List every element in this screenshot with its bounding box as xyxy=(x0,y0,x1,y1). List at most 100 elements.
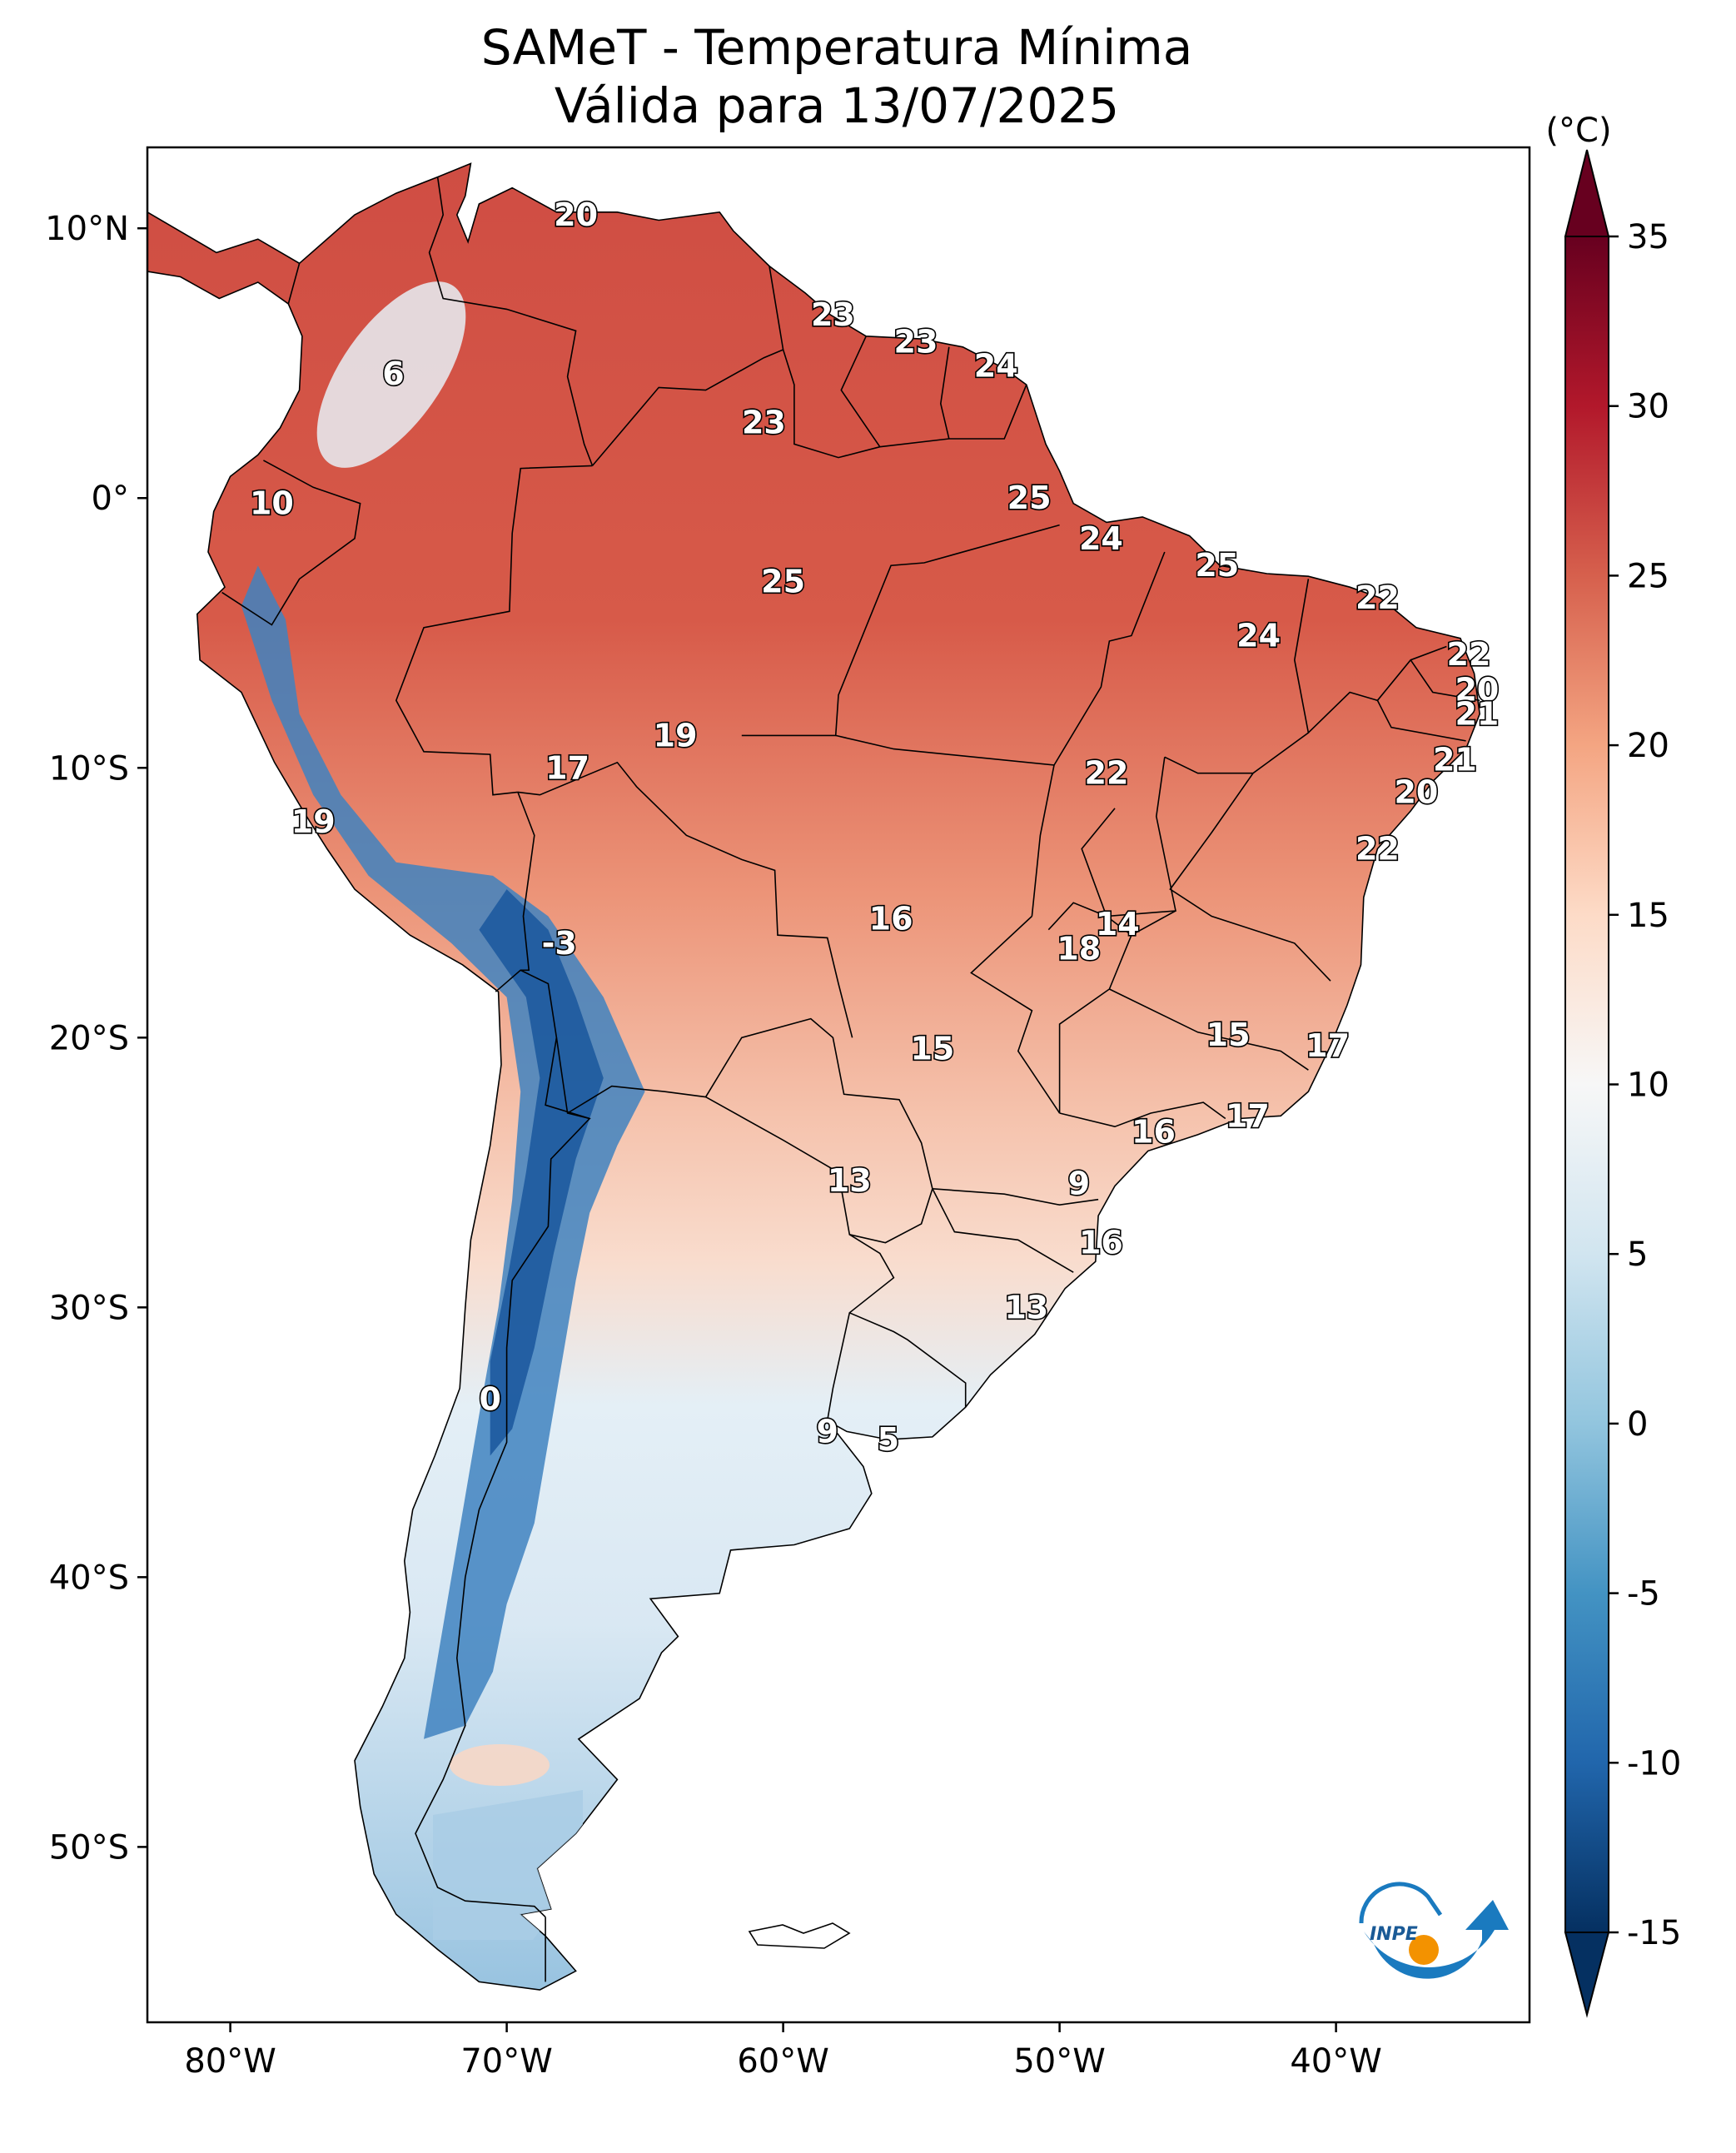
colorbar-tick-label: 25 xyxy=(1627,557,1669,595)
latitude-tick-label: 20°S xyxy=(49,1019,129,1057)
city-temperature-label: 9 xyxy=(816,1413,838,1449)
city-temperature-label: 22 xyxy=(1355,579,1400,616)
border-line xyxy=(769,266,1027,459)
temperature-anomaly-layers xyxy=(241,281,645,1940)
colorbar-tick-label: 20 xyxy=(1627,727,1669,765)
longitude-tick-label: 60°W xyxy=(737,2042,828,2081)
colombia-highlands xyxy=(316,281,466,468)
latitude-axis: 10°N 0° 10°S 20°S 30°S 40°S 50°S xyxy=(45,210,147,1867)
colorbar-tick-label: 5 xyxy=(1627,1236,1648,1274)
longitude-tick-label: 40°W xyxy=(1290,2042,1381,2081)
border-line xyxy=(1047,902,1132,936)
colorbar-tick-label: 0 xyxy=(1627,1405,1648,1444)
andes-cold-region xyxy=(241,565,645,1739)
border-line xyxy=(221,460,361,626)
colorbar-ticks: 35 30 25 20 15 10 5 0 -5 -10 -15 xyxy=(1609,218,1681,1952)
border-line xyxy=(1410,659,1480,702)
city-temperature-label: 0 xyxy=(479,1381,500,1418)
city-temperature-label: 20 xyxy=(1455,671,1499,708)
latitude-tick-label: 10°S xyxy=(49,749,129,788)
border-line xyxy=(932,1188,1074,1273)
city-temperature-label: 25 xyxy=(761,564,805,600)
border-line xyxy=(517,761,853,1038)
latitude-tick-label: 0° xyxy=(92,480,129,518)
colorbar-extend-top xyxy=(1564,149,1610,237)
city-temperature-label: 16 xyxy=(869,901,913,937)
city-temperature-label: 9 xyxy=(1068,1165,1090,1201)
city-temperature-label: 20 xyxy=(1394,773,1438,810)
city-temperature-label: 22 xyxy=(1447,636,1491,673)
latitude-tick-label: 50°S xyxy=(49,1828,129,1867)
patagonia-cool-region xyxy=(433,1790,583,1940)
city-temperature-label: 13 xyxy=(1004,1289,1048,1325)
title-line-2: Válida para 13/07/2025 xyxy=(554,77,1120,134)
city-temperature-label: 18 xyxy=(1057,930,1101,967)
city-temperature-label: 21 xyxy=(1455,696,1499,733)
city-temperature-label: 24 xyxy=(1236,618,1281,654)
city-temperature-label: 22 xyxy=(1355,831,1400,868)
border-line xyxy=(1081,757,1176,917)
colorbar-tick-label: 30 xyxy=(1627,388,1669,426)
longitude-tick-label: 80°W xyxy=(184,2042,276,2081)
inpe-logo-orbit xyxy=(1359,1882,1443,1924)
border-line xyxy=(567,1017,933,1189)
border-line xyxy=(1053,551,1166,766)
city-temperature-label: 17 xyxy=(1226,1097,1270,1134)
colorbar-tick-label: 15 xyxy=(1627,897,1669,935)
colorbar-tick-label: -10 xyxy=(1627,1744,1681,1783)
city-temperature-label: 10 xyxy=(250,485,294,522)
city-temperature-label: 17 xyxy=(1306,1027,1350,1064)
city-temperature-label: 14 xyxy=(1096,906,1140,942)
city-temperature-label: 13 xyxy=(828,1162,872,1199)
city-temperature-label: 25 xyxy=(1007,480,1052,516)
longitude-tick-label: 50°W xyxy=(1013,2042,1105,2081)
inpe-logo: INPE xyxy=(1359,1882,1509,1979)
city-temperature-label: 20 xyxy=(554,196,598,233)
border-line xyxy=(495,969,590,1120)
patagonia-warm-patch xyxy=(450,1744,550,1786)
city-temperature-label: 6 xyxy=(382,356,404,392)
city-temperature-label: 24 xyxy=(974,348,1018,385)
latitude-tick-label: 10°N xyxy=(45,210,129,248)
longitude-tick-label: 70°W xyxy=(460,2042,552,2081)
colorbar-tick-label: 35 xyxy=(1627,218,1669,256)
city-temperature-label: 19 xyxy=(291,803,336,840)
colorbar-body xyxy=(1564,236,1609,1933)
city-temperature-label: -3 xyxy=(542,925,577,962)
colorbar-tick-label: 10 xyxy=(1627,1067,1669,1105)
title-line-1: SAMeT - Temperatura Mínima xyxy=(480,19,1193,76)
map-title: SAMeT - Temperatura Mínima Válida para 1… xyxy=(0,18,1674,135)
falkland-islands xyxy=(748,1922,851,1949)
border-line xyxy=(970,915,1061,1114)
map-frame xyxy=(146,146,1531,2024)
city-temperature-label: 22 xyxy=(1085,755,1129,792)
latitude-tick-label: 40°S xyxy=(49,1559,129,1597)
city-temperature-label: 21 xyxy=(1433,742,1477,778)
border-line xyxy=(415,1037,591,1918)
city-temperature-label: 15 xyxy=(1206,1017,1251,1053)
latitude-tick-label: 30°S xyxy=(49,1289,129,1327)
border-line xyxy=(826,1234,895,1421)
border-line xyxy=(1376,699,1466,742)
border-line xyxy=(1169,773,1331,982)
colorbar-tick-label: -5 xyxy=(1627,1575,1660,1614)
city-temperature-label: 23 xyxy=(742,405,786,441)
city-temperature-label: 15 xyxy=(910,1030,954,1067)
colorbar: (°C) 35 30 25 20 15 10 5 0 -5 -10 -15 xyxy=(1545,112,1681,2018)
colorbar-extend-bottom xyxy=(1564,1932,1610,2018)
border-line xyxy=(1109,988,1309,1071)
city-temperature-label: 5 xyxy=(878,1421,899,1458)
city-temperature-label: 23 xyxy=(894,323,938,360)
city-temperature-label: 16 xyxy=(1132,1114,1176,1151)
inpe-logo-dot xyxy=(1409,1935,1439,1965)
colorbar-tick-label: -15 xyxy=(1627,1914,1681,1952)
border-line xyxy=(591,349,783,466)
andes-coldest-core xyxy=(479,889,604,1456)
city-temperature-label: 19 xyxy=(654,717,698,753)
city-temperature-label: 25 xyxy=(1195,547,1239,584)
colorbar-unit: (°C) xyxy=(1545,112,1611,150)
border-line xyxy=(1164,579,1310,774)
